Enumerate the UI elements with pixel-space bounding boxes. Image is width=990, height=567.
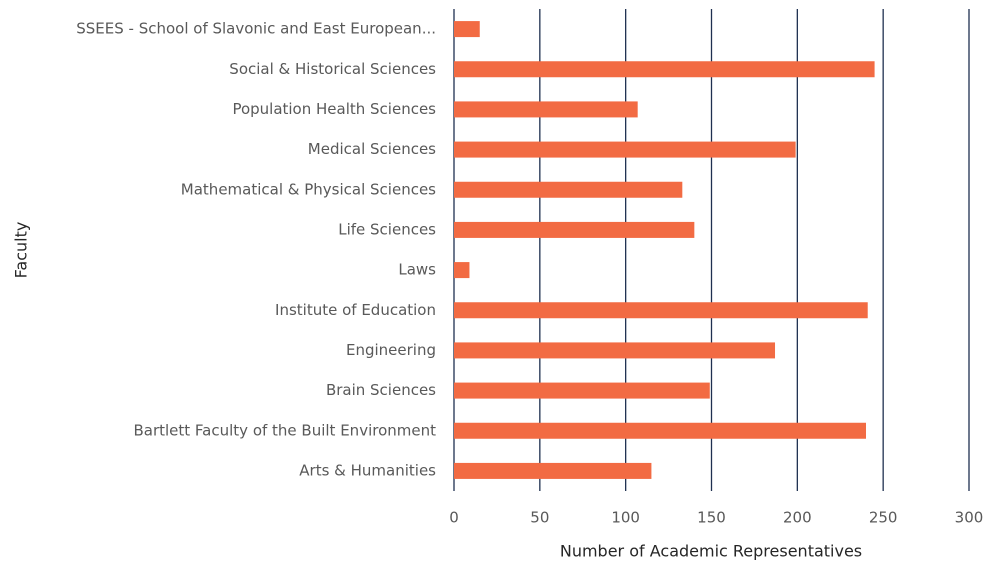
y-tick-label: Brain Sciences <box>326 381 436 399</box>
bar <box>454 221 695 238</box>
bar <box>454 262 470 279</box>
x-tick-label: 250 <box>869 509 898 527</box>
bar <box>454 101 638 118</box>
y-axis-title: Faculty <box>12 222 31 279</box>
x-tick-label: 150 <box>697 509 726 527</box>
x-tick-label: 100 <box>611 509 640 527</box>
x-tick-label: 0 <box>449 509 459 527</box>
x-tick-label: 300 <box>955 509 984 527</box>
bar <box>454 382 710 399</box>
y-tick-label: Arts & Humanities <box>299 461 436 479</box>
y-tick-label: Bartlett Faculty of the Built Environmen… <box>133 421 436 439</box>
x-tick-label: 50 <box>530 509 549 527</box>
bar <box>454 462 652 479</box>
bar <box>454 181 683 198</box>
bar <box>454 61 875 78</box>
y-tick-label: Engineering <box>346 341 436 359</box>
y-tick-label: Laws <box>398 261 436 279</box>
y-tick-label: Medical Sciences <box>308 140 436 158</box>
y-tick-label: Institute of Education <box>275 301 436 319</box>
bar <box>454 422 866 439</box>
bar <box>454 141 796 158</box>
y-tick-label: Social & Historical Sciences <box>229 60 436 78</box>
bar <box>454 21 480 38</box>
y-tick-label: Life Sciences <box>338 220 436 238</box>
x-axis-title: Number of Academic Representatives <box>560 542 862 561</box>
y-tick-label: Mathematical & Physical Sciences <box>181 180 436 198</box>
y-tick-label: Population Health Sciences <box>232 100 436 118</box>
y-tick-label: SSEES - School of Slavonic and East Euro… <box>76 20 436 38</box>
bar <box>454 302 868 319</box>
x-tick-label: 200 <box>783 509 812 527</box>
bar <box>454 342 776 359</box>
